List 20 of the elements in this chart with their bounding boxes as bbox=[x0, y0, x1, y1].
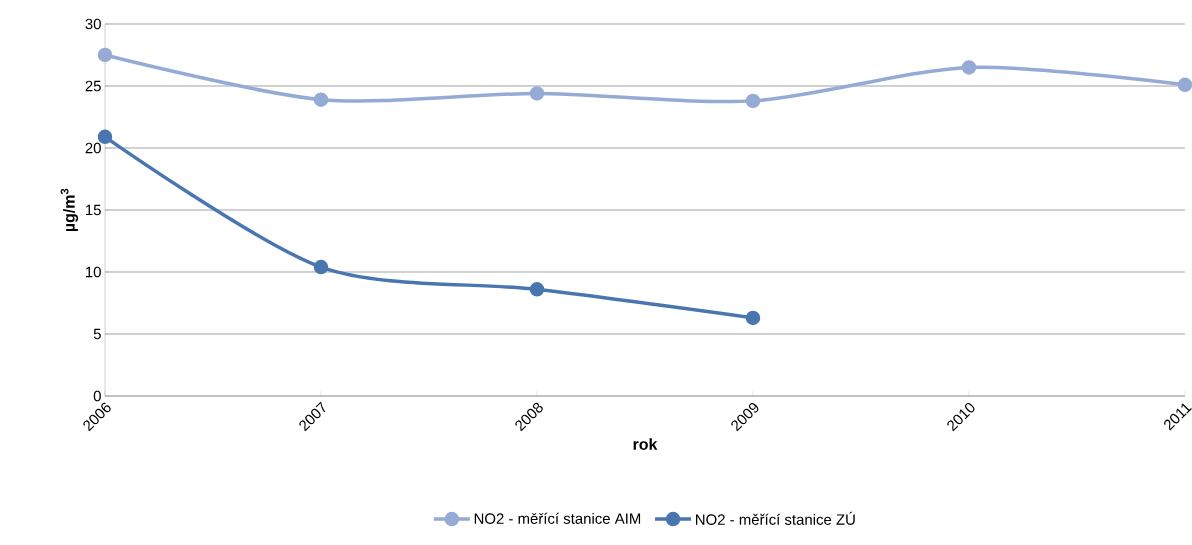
point bbox=[961, 60, 977, 75]
y-tick-label: 5 bbox=[93, 328, 101, 340]
point bbox=[313, 92, 329, 107]
x-axis-title: rok bbox=[633, 438, 658, 450]
y-tick-label: 30 bbox=[85, 18, 101, 30]
y-tick-label: 15 bbox=[86, 204, 101, 216]
y-axis-title: µg/m$^{3}$ bbox=[60, 188, 79, 232]
legend-label: NO2 - měřící stanice ZÚ bbox=[696, 511, 855, 525]
point bbox=[529, 282, 545, 297]
y-tick-label: 20 bbox=[85, 142, 101, 154]
point bbox=[97, 47, 113, 63]
point bbox=[1177, 77, 1192, 93]
point bbox=[529, 86, 545, 101]
y-tick-label: 25 bbox=[85, 80, 101, 92]
y-tick-label: 0 bbox=[93, 390, 101, 402]
point bbox=[313, 259, 329, 275]
point bbox=[745, 310, 761, 326]
legend-label: NO2 - měřící stanice AIM bbox=[474, 512, 641, 524]
y-tick-label: 10 bbox=[86, 266, 101, 278]
point bbox=[745, 93, 761, 109]
